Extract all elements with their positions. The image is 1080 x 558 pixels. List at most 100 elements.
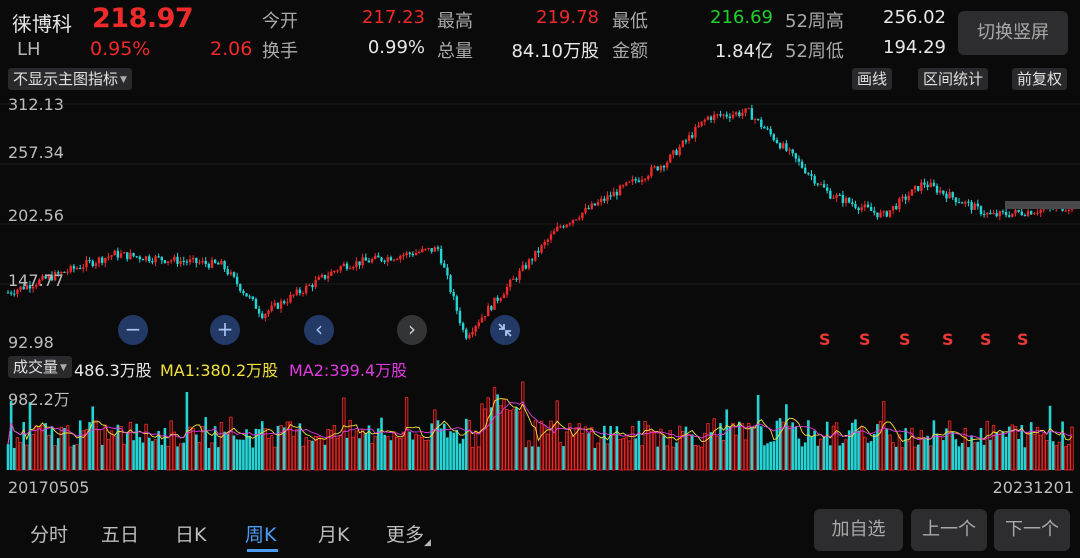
tab-five-day[interactable]: 五日: [101, 524, 140, 546]
candle-body: [527, 259, 531, 269]
candle-body: [873, 210, 876, 213]
candle-body: [298, 289, 302, 294]
candle-body: [684, 140, 688, 142]
volume-bar: [6, 444, 10, 470]
volume-select-label: 成交量: [13, 358, 59, 376]
candle-body: [587, 207, 590, 209]
candle-body: [502, 294, 506, 299]
candle-body: [816, 183, 819, 185]
volume-bar: [88, 422, 91, 470]
volume-indicator-select[interactable]: 成交量 ▼: [8, 356, 72, 378]
volume-axis-max: 982.2万: [8, 390, 70, 409]
volume-bar: [907, 440, 911, 471]
candle-body: [135, 256, 138, 258]
adjust-button[interactable]: 前复权: [1012, 68, 1068, 90]
volume-bar: [113, 435, 117, 471]
candle-body: [876, 212, 879, 218]
candle-body: [810, 174, 813, 176]
candle-body: [945, 193, 948, 199]
volume-bar: [696, 445, 701, 471]
candle-body: [838, 194, 841, 196]
volume-bar: [103, 424, 107, 471]
volume-bar: [276, 425, 280, 470]
volume-bar: [580, 433, 585, 471]
zoom-in-button[interactable]: +: [210, 315, 240, 345]
volume-bar: [813, 430, 816, 470]
volume-bar: [549, 420, 553, 471]
candle-body: [82, 267, 85, 269]
candle-body: [979, 206, 983, 215]
scroll-left-button[interactable]: ‹: [304, 315, 334, 345]
candle-body: [747, 108, 750, 110]
volume-bar: [25, 444, 29, 471]
candle-body: [13, 293, 16, 295]
candle-body: [1008, 215, 1011, 217]
candle-body: [490, 306, 493, 310]
tab-more[interactable]: 更多◢: [386, 520, 431, 548]
volume-bar: [404, 397, 409, 471]
candle-body: [104, 257, 107, 263]
add-watchlist-button[interactable]: 加自选: [814, 509, 903, 551]
candle-body: [110, 255, 113, 257]
candle-body: [967, 201, 970, 203]
volume-bar: [483, 408, 487, 471]
volume-bar: [285, 421, 290, 471]
volume-bar: [593, 447, 597, 470]
volume-bar: [248, 435, 251, 470]
candle-body: [355, 261, 358, 268]
candle-body: [634, 179, 637, 181]
candle-body: [778, 143, 782, 149]
candle-body: [179, 260, 182, 264]
volume-bar: [778, 418, 782, 470]
volume-bar: [677, 425, 682, 471]
tab-daily-k[interactable]: 日K: [175, 524, 207, 546]
tab-intraday[interactable]: 分时: [30, 524, 69, 546]
draw-line-button[interactable]: 画线: [852, 68, 893, 90]
next-stock-button[interactable]: 下一个: [994, 509, 1070, 551]
candle-body: [1029, 211, 1033, 215]
volume-bar-chart[interactable]: [0, 380, 1080, 472]
open-label: 今开: [262, 11, 298, 32]
volume-bar: [603, 425, 606, 470]
candle-body: [421, 248, 424, 252]
volume-bar: [885, 428, 889, 470]
switch-portrait-button[interactable]: 切换竖屏: [958, 11, 1068, 55]
range-stats-button[interactable]: 区间统计: [918, 68, 989, 90]
candle-body: [311, 284, 314, 288]
dropdown-caret-icon: ▼: [60, 362, 67, 373]
indicator-select[interactable]: 不显示主图指标 ▼: [8, 68, 132, 90]
volume-bar: [122, 443, 126, 471]
volume-bar: [1045, 440, 1049, 471]
volume-total-value: 84.10万股: [511, 41, 599, 62]
candle-body: [697, 125, 700, 127]
week52-high-value: 256.02: [883, 7, 946, 28]
volume-bar: [976, 441, 980, 470]
volume-bar: [681, 430, 685, 471]
volume-bar: [329, 430, 333, 471]
candle-body: [537, 250, 540, 253]
volume-bar: [1023, 447, 1027, 470]
price-candlestick-chart[interactable]: [0, 92, 1080, 352]
prev-stock-button[interactable]: 上一个: [911, 509, 987, 551]
tab-monthly-k[interactable]: 月K: [318, 524, 350, 546]
volume-bar: [590, 427, 594, 471]
candle-body: [775, 140, 779, 144]
volume-bar: [502, 399, 506, 471]
volume-bar: [97, 429, 101, 471]
volume-bar: [207, 447, 211, 470]
volume-bar: [65, 425, 70, 471]
last-price: 218.97: [92, 3, 194, 34]
sell-signal-marker: S: [859, 330, 871, 349]
scroll-right-button[interactable]: ›: [397, 315, 427, 345]
candle-body: [210, 259, 214, 268]
zoom-out-button[interactable]: −: [118, 315, 148, 345]
candle-body: [63, 271, 66, 273]
collapse-chart-button[interactable]: [490, 315, 520, 345]
candle-body: [954, 197, 958, 203]
tab-weekly-k[interactable]: 周K: [245, 524, 277, 546]
candle-body: [477, 322, 480, 327]
volume-bar: [919, 430, 924, 471]
volume-bar: [897, 434, 902, 471]
volume-bar: [351, 436, 355, 471]
candle-body: [116, 250, 120, 258]
